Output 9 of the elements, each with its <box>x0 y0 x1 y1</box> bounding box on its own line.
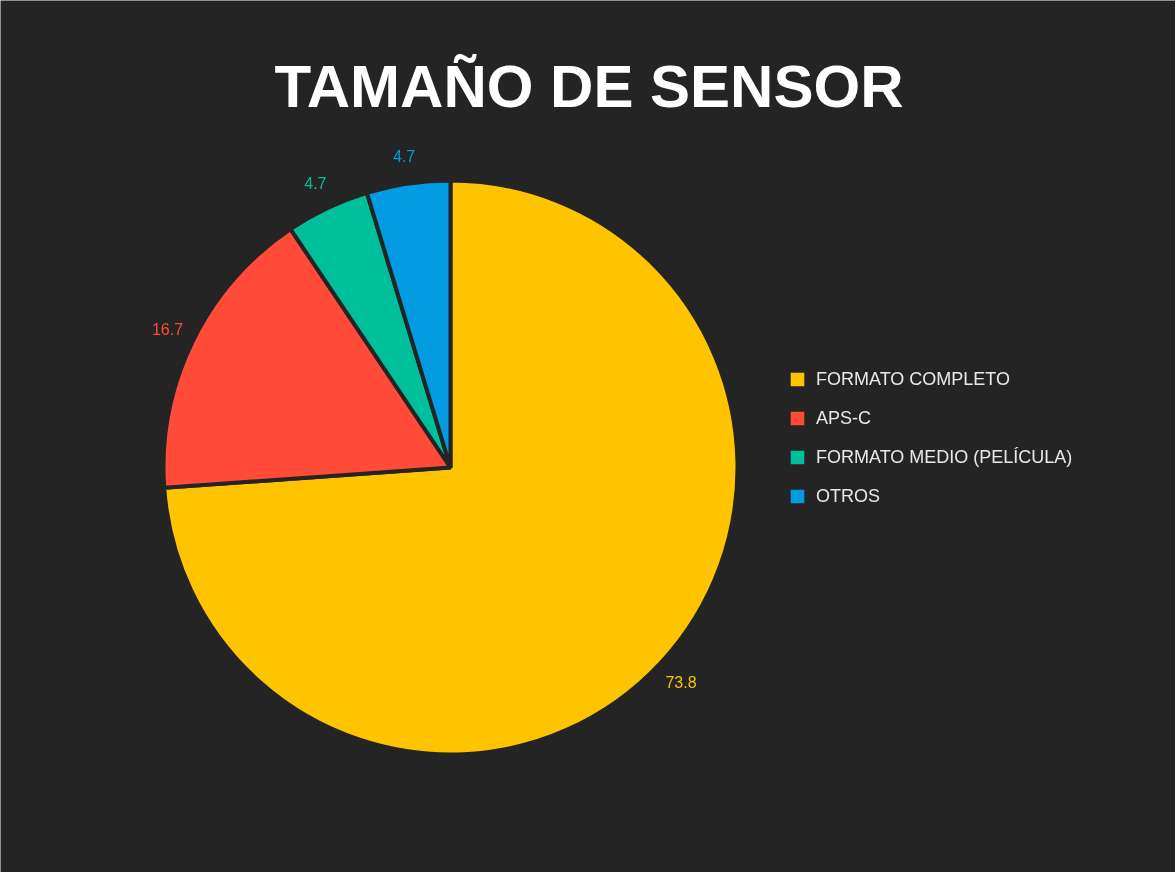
data-label: 16.7 <box>151 321 184 339</box>
legend-label: APS-C <box>816 407 872 429</box>
chart-title: TAMAÑO DE SENSOR <box>274 53 904 120</box>
data-label: 73.8 <box>665 674 697 692</box>
legend-label: FORMATO COMPLETO <box>816 368 1011 390</box>
data-label: 4.7 <box>304 174 327 192</box>
legend-label: OTROS <box>816 485 881 507</box>
data-label: 4.7 <box>392 147 416 165</box>
legend-label: FORMATO MEDIO (PELÍCULA) <box>816 446 1073 468</box>
